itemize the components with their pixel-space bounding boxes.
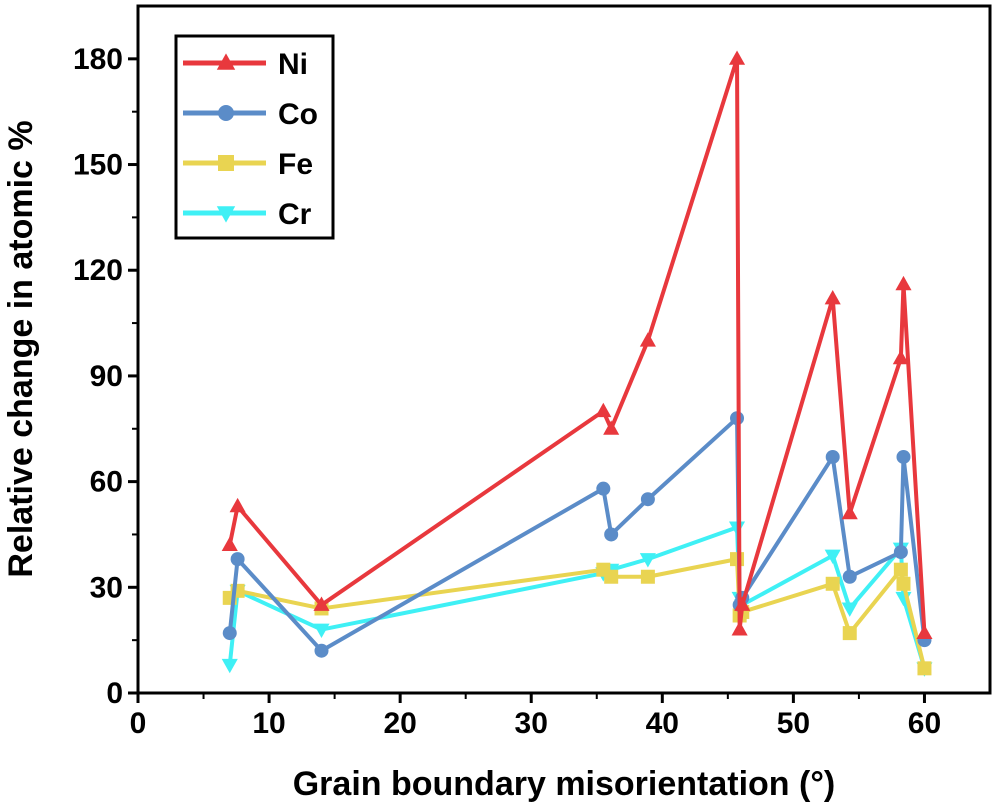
y-axis: 0 30 60 90 120 150 180	[73, 43, 138, 710]
y-tick-label: 0	[106, 677, 123, 710]
data-point-fe	[604, 569, 619, 584]
series-line-ni	[227, 56, 927, 634]
legend-item-cr: Cr	[183, 198, 312, 231]
data-point-ni	[595, 402, 612, 418]
data-point-ni	[892, 349, 909, 365]
x-tick-label: 40	[646, 707, 679, 740]
y-axis-title: Relative change in atomic %	[2, 120, 40, 577]
data-point-cr	[221, 658, 238, 674]
legend-marker	[218, 155, 234, 171]
y-tick-label: 120	[73, 254, 123, 287]
data-point-co	[640, 492, 655, 507]
legend-label: Co	[278, 98, 318, 131]
x-axis-title: Grain boundary misorientation (°)	[293, 765, 836, 803]
data-point-ni	[734, 596, 751, 611]
legend: Ni Co Fe Cr	[174, 34, 335, 240]
x-tick-label: 50	[777, 707, 810, 740]
y-tick-label: 30	[90, 571, 123, 604]
y-tick-label: 150	[73, 149, 123, 182]
data-point-co	[604, 527, 619, 542]
data-point-co	[893, 545, 908, 560]
data-point-ni	[728, 50, 746, 65]
y-tick-label: 60	[90, 466, 123, 499]
data-point-fe	[893, 562, 908, 577]
series-layer	[221, 50, 933, 677]
data-point-co	[222, 626, 237, 641]
data-point-ni	[639, 332, 656, 347]
data-point-ni	[731, 621, 748, 636]
legend-marker	[216, 206, 236, 223]
data-point-co	[896, 449, 911, 464]
series-line-co	[227, 416, 927, 653]
data-point-cr	[639, 553, 656, 568]
data-point-cr	[313, 623, 330, 638]
legend-item-co: Co	[183, 98, 318, 131]
data-point-fe	[842, 626, 857, 641]
x-tick-label: 10	[252, 707, 285, 740]
x-tick-label: 30	[515, 707, 548, 740]
data-point-co	[230, 552, 245, 567]
plot-frame	[136, 4, 992, 695]
data-point-ni	[221, 536, 238, 551]
legend-item-ni: Ni	[183, 48, 308, 81]
data-point-co	[596, 481, 611, 496]
y-tick-label: 90	[90, 360, 123, 393]
legend-label: Ni	[278, 48, 308, 81]
data-point-ni	[313, 596, 330, 611]
legend-marker	[216, 53, 236, 70]
x-tick-label: 20	[383, 707, 416, 740]
data-point-ni	[841, 504, 858, 520]
data-point-ni	[229, 497, 246, 513]
data-point-fe	[825, 576, 840, 591]
legend-label: Fe	[278, 148, 313, 181]
data-point-ni	[916, 624, 933, 640]
data-point-ni	[824, 290, 841, 305]
data-point-co	[825, 449, 840, 464]
y-tick-label: 180	[73, 43, 123, 76]
data-point-co	[314, 643, 329, 658]
legend-box	[174, 34, 335, 240]
data-point-co	[842, 569, 857, 584]
data-point-fe	[896, 576, 911, 591]
x-tick-label: 0	[130, 707, 147, 740]
data-point-ni	[895, 275, 912, 291]
legend-label: Cr	[278, 198, 312, 231]
x-axis: 0 10 20 30 40 50 60	[130, 693, 941, 740]
legend-marker	[218, 105, 234, 121]
data-point-fe	[917, 661, 932, 676]
series-fe	[222, 552, 932, 676]
data-point-fe	[640, 569, 655, 584]
series-line-fe	[228, 557, 927, 669]
data-point-cr	[841, 602, 858, 617]
data-point-ni	[603, 420, 620, 435]
series-ni	[221, 50, 933, 640]
legend-item-fe: Fe	[183, 148, 313, 181]
data-point-cr	[824, 549, 841, 564]
x-tick-label: 60	[908, 707, 941, 740]
series-co	[222, 411, 932, 658]
